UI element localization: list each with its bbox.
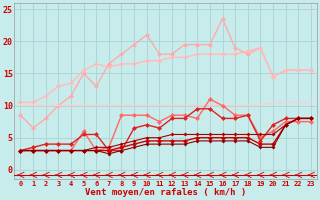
X-axis label: Vent moyen/en rafales ( km/h ): Vent moyen/en rafales ( km/h ) (85, 188, 246, 197)
